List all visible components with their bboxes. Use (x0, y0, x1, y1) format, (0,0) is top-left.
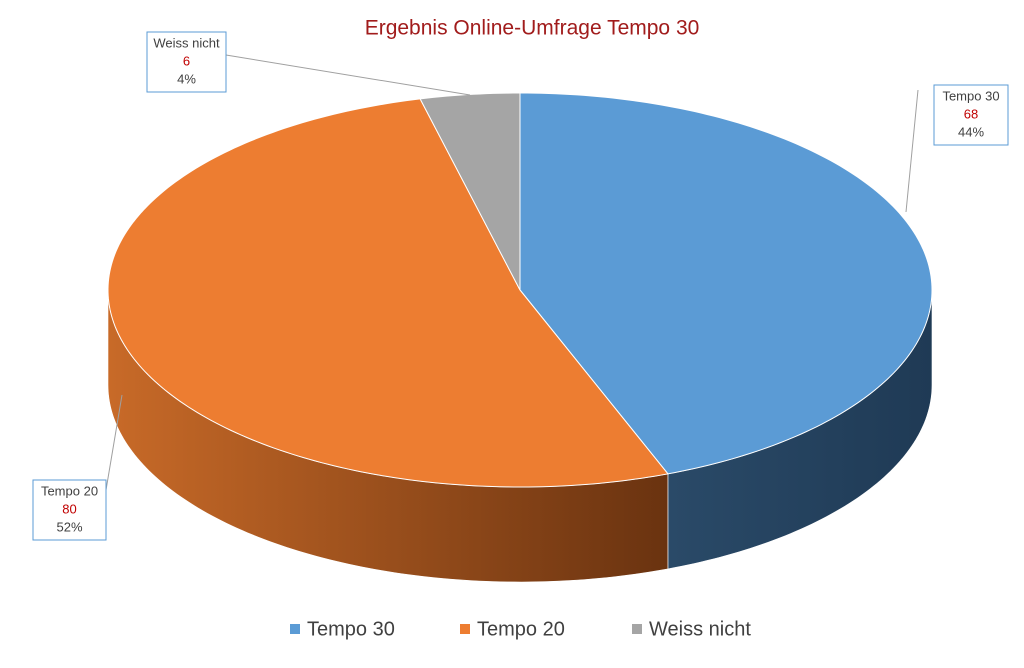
label-value: 6 (183, 53, 190, 68)
legend-label: Weiss nicht (649, 618, 751, 640)
label-box (146, 31, 227, 93)
legend-swatch (460, 624, 470, 634)
label-value: 68 (964, 106, 978, 121)
legend-label: Tempo 30 (307, 618, 395, 640)
legend-label: Tempo 20 (477, 618, 565, 640)
slice (519, 92, 933, 475)
leader-line (905, 89, 919, 213)
label-percent: 4% (177, 71, 196, 86)
legend-swatch (632, 624, 642, 634)
legend-swatch (290, 624, 300, 634)
chart-title: Ergebnis Online-Umfrage Tempo 30 (365, 17, 700, 40)
slice (107, 98, 669, 488)
label-box (933, 84, 1009, 146)
label-box (32, 479, 107, 541)
label-percent: 52% (56, 519, 82, 534)
legend: Tempo 30 Tempo 20 Weiss nicht (290, 618, 751, 640)
label-category: Weiss nicht (153, 35, 220, 50)
label-value: 80 (62, 501, 76, 516)
label-category: Tempo 30 (942, 88, 999, 103)
label-percent: 44% (958, 124, 984, 139)
leader-line (225, 54, 471, 96)
data-labels: Tempo 30 68 44% Tempo 20 80 52% Weiss nicht 6 4% (32, 31, 1009, 541)
leader-line (105, 394, 123, 491)
pie (107, 92, 933, 583)
label-category: Tempo 20 (41, 483, 98, 498)
